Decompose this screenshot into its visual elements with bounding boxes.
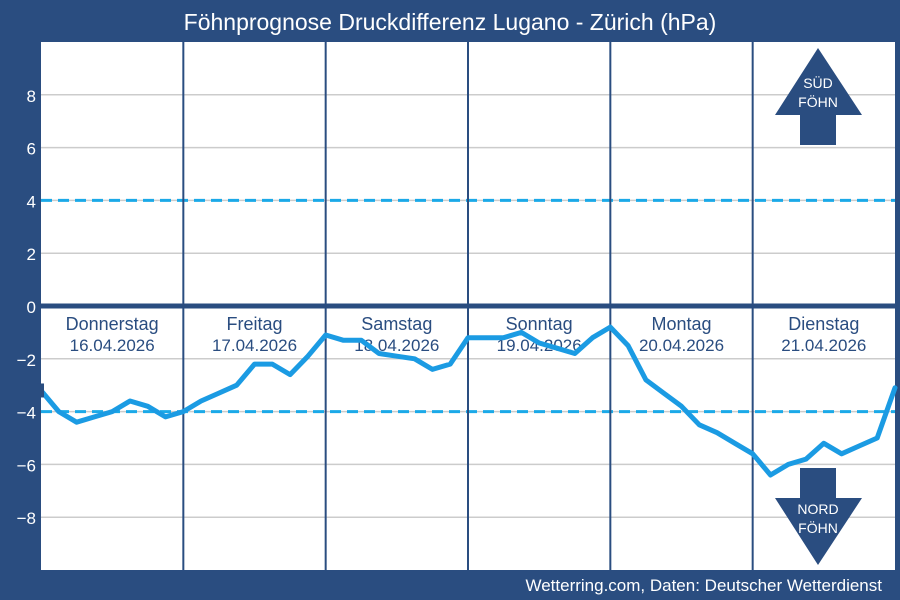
day-date: 17.04.2026 bbox=[212, 336, 297, 355]
data-point bbox=[413, 357, 416, 360]
data-point bbox=[715, 431, 719, 434]
data-point bbox=[288, 373, 292, 376]
data-point bbox=[342, 339, 345, 342]
data-point bbox=[537, 341, 541, 345]
y-tick-label: 6 bbox=[27, 140, 36, 159]
data-point bbox=[520, 331, 523, 334]
data-point bbox=[787, 463, 790, 466]
y-axis-labels: 8 6 4 2 0 −2 −4 −6 −8 bbox=[17, 87, 36, 528]
y-tick-label: 8 bbox=[27, 87, 36, 106]
data-point bbox=[680, 405, 683, 408]
data-point bbox=[431, 368, 434, 371]
data-point bbox=[893, 386, 897, 390]
data-point bbox=[128, 399, 132, 403]
data-point bbox=[93, 415, 96, 419]
data-point bbox=[555, 347, 559, 350]
data-point bbox=[609, 325, 612, 329]
data-point bbox=[698, 423, 701, 426]
data-point bbox=[876, 436, 879, 440]
data-point bbox=[57, 410, 60, 413]
south-foehn-arrow-icon bbox=[775, 48, 862, 145]
data-point bbox=[466, 336, 470, 339]
north-foehn-arrow-icon bbox=[775, 468, 862, 565]
data-point bbox=[253, 362, 256, 366]
data-point bbox=[217, 391, 221, 395]
y-tick-label: −4 bbox=[17, 404, 36, 423]
day-name: Samstag bbox=[361, 314, 432, 334]
data-point bbox=[110, 410, 114, 413]
south-foehn-label: FÖHN bbox=[798, 93, 838, 110]
foehn-indicators: SÜD FÖHN NORD FÖHN bbox=[775, 48, 862, 565]
data-point bbox=[75, 420, 78, 424]
data-point bbox=[751, 452, 754, 456]
data-point bbox=[573, 352, 576, 355]
data-point bbox=[733, 442, 737, 445]
data-point bbox=[858, 444, 861, 448]
y-tick-label: 4 bbox=[27, 192, 36, 211]
data-point bbox=[146, 405, 149, 408]
data-point bbox=[840, 452, 843, 456]
day-date: 16.04.2026 bbox=[70, 336, 155, 355]
day-date: 21.04.2026 bbox=[781, 336, 866, 355]
data-point bbox=[502, 336, 505, 339]
series-start-marker bbox=[37, 383, 44, 398]
data-point bbox=[626, 344, 630, 347]
data-point bbox=[199, 399, 203, 403]
chart-title: Föhnprognose Druckdifferenz Lugano - Zür… bbox=[184, 9, 717, 35]
y-tick-label: −2 bbox=[17, 351, 36, 370]
data-point bbox=[484, 336, 487, 339]
day-name: Dienstag bbox=[788, 314, 859, 334]
data-point bbox=[804, 457, 808, 461]
day-date: 20.04.2026 bbox=[639, 336, 724, 355]
data-point bbox=[324, 333, 327, 337]
data-point bbox=[182, 410, 185, 413]
day-name: Sonntag bbox=[506, 314, 573, 334]
data-point bbox=[235, 384, 238, 387]
day-name: Donnerstag bbox=[66, 314, 159, 334]
y-tick-label: 0 bbox=[27, 298, 36, 317]
y-tick-label: 2 bbox=[27, 245, 36, 264]
data-point bbox=[644, 378, 648, 382]
data-point bbox=[164, 415, 167, 419]
north-foehn-label: FÖHN bbox=[798, 519, 838, 536]
north-foehn-label: NORD bbox=[797, 501, 838, 517]
data-point bbox=[449, 362, 452, 366]
data-point bbox=[271, 362, 274, 366]
data-source: Wetterring.com, Daten: Deutscher Wetterd… bbox=[525, 576, 882, 595]
data-point bbox=[306, 354, 310, 358]
data-point bbox=[360, 339, 363, 342]
south-foehn-label: SÜD bbox=[803, 74, 833, 91]
day-name: Montag bbox=[651, 314, 711, 334]
data-point bbox=[591, 336, 594, 339]
data-point bbox=[822, 442, 826, 445]
data-point bbox=[377, 352, 381, 355]
series-group bbox=[37, 324, 898, 478]
data-point bbox=[662, 391, 665, 395]
y-tick-label: −6 bbox=[17, 456, 36, 475]
y-tick-label: −8 bbox=[17, 509, 36, 528]
data-point bbox=[769, 473, 772, 477]
data-point bbox=[395, 354, 399, 358]
day-name: Freitag bbox=[226, 314, 282, 334]
